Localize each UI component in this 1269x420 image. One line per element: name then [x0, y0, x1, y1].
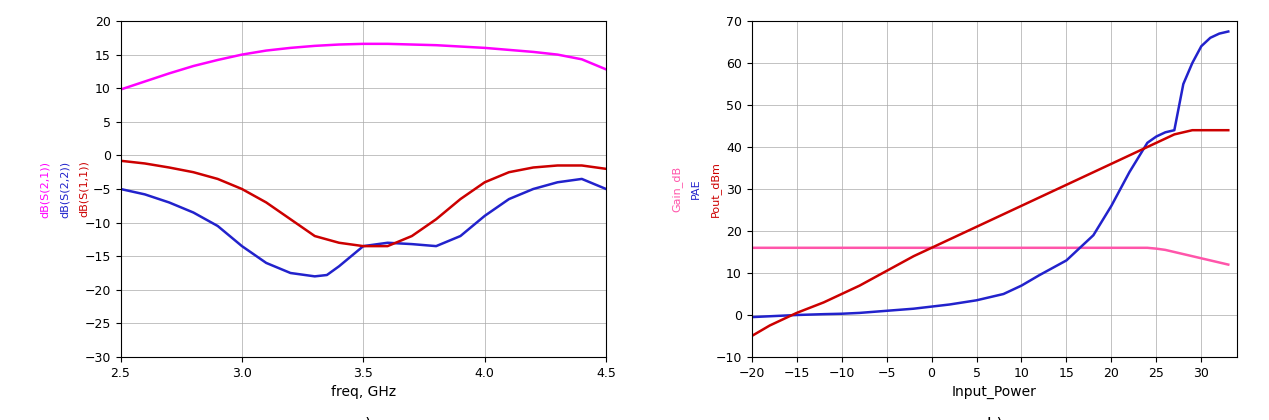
X-axis label: freq, GHz: freq, GHz: [331, 385, 396, 399]
Text: PAE: PAE: [690, 178, 700, 200]
Text: dB(S(2,1)): dB(S(2,1)): [41, 160, 51, 218]
Text: Pout_dBm: Pout_dBm: [709, 161, 721, 217]
X-axis label: Input_Power: Input_Power: [952, 385, 1037, 399]
Text: a): a): [355, 417, 372, 420]
Text: Gain_dB: Gain_dB: [671, 166, 681, 212]
Text: dB(S(1,1)): dB(S(1,1)): [79, 160, 89, 218]
Text: dB(S(2,2)): dB(S(2,2)): [60, 160, 70, 218]
Text: b): b): [986, 417, 1003, 420]
